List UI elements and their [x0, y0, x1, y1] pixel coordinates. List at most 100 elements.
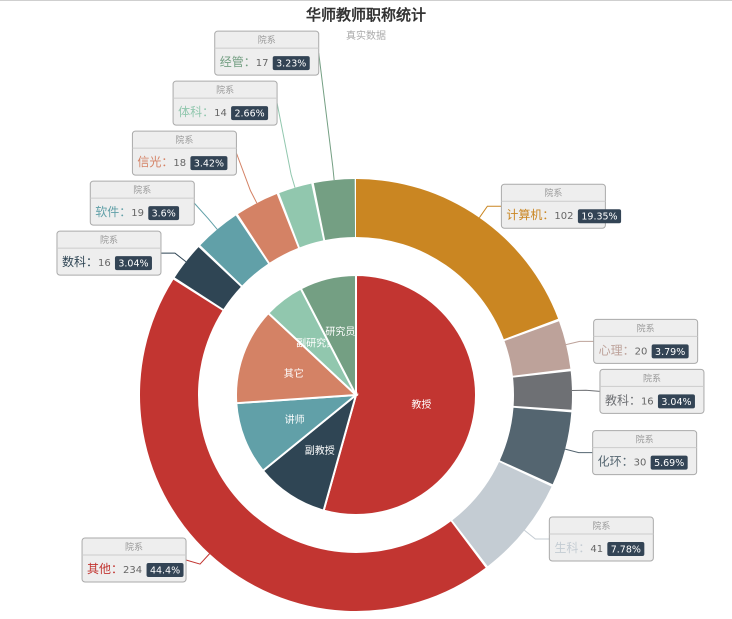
label-percent-bg	[657, 394, 695, 409]
inner-slice-label-2: 讲师	[285, 413, 305, 426]
label-percent-bg	[231, 106, 269, 121]
label-value: 16	[98, 258, 111, 269]
label-percent-bg	[148, 206, 180, 221]
label-value: 18	[173, 158, 186, 169]
inner-slice-1[interactable]	[261, 392, 358, 512]
outer-slice-9[interactable]	[279, 183, 324, 248]
label-percent-bg	[607, 542, 645, 557]
outer-slice-3[interactable]	[499, 407, 572, 485]
label-header: 院系	[636, 434, 654, 446]
label-percent: 5.69%	[654, 458, 684, 469]
label-percent: 3.6%	[152, 209, 176, 220]
label-header: 院系	[643, 372, 661, 384]
label-value: 14	[214, 108, 227, 119]
label-line-1	[565, 340, 594, 346]
outer-slice-7[interactable]	[200, 215, 269, 286]
label-header: 院系	[100, 234, 118, 246]
label-name: 软件：	[95, 205, 131, 219]
label-header: 院系	[175, 134, 193, 146]
label-value: 41	[590, 544, 603, 555]
label-percent: 19.35%	[581, 212, 617, 223]
outer-slice-4[interactable]	[452, 462, 552, 567]
outer-slice-6[interactable]	[174, 247, 241, 310]
label-percent: 3.79%	[655, 347, 685, 358]
label-name: 生科：	[554, 541, 590, 555]
chart-subtitle: 真实数据	[346, 31, 386, 42]
label-percent: 7.78%	[611, 545, 641, 556]
label-line-2	[571, 389, 600, 392]
outer-slice-0[interactable]	[356, 179, 559, 340]
label-line-8	[235, 152, 258, 204]
top-border	[0, 0, 732, 1]
label-percent: 3.23%	[276, 59, 306, 70]
label-name: 信光：	[137, 155, 173, 169]
label-value: 234	[123, 565, 142, 576]
label-percent-bg	[146, 563, 184, 577]
outer-slice-8[interactable]	[237, 194, 299, 263]
inner-slice-label-4: 副研究员	[296, 336, 336, 349]
outer-slice-2[interactable]	[513, 371, 573, 410]
inner-slice-2[interactable]	[235, 393, 360, 473]
label-name: 体科：	[178, 105, 214, 119]
chart-title: 华师教师职称统计	[305, 6, 426, 24]
label-value: 17	[256, 58, 269, 69]
label-percent: 2.66%	[234, 109, 264, 120]
label-percent-bg	[577, 209, 622, 224]
label-value: 16	[641, 396, 654, 407]
label-header: 院系	[125, 541, 143, 553]
inner-slice-label-0: 教授	[411, 398, 431, 411]
label-name: 其他：	[87, 562, 123, 576]
label-name: 教科：	[605, 392, 641, 407]
label-header: 院系	[592, 520, 610, 532]
inner-slice-5[interactable]	[299, 273, 357, 396]
outer-slice-10[interactable]	[313, 179, 356, 241]
label-line-4	[524, 529, 550, 540]
label-percent-bg	[272, 56, 310, 71]
inner-slice-label-3: 其它	[284, 367, 304, 380]
label-value: 30	[634, 458, 647, 469]
label-line-0	[478, 205, 502, 219]
outer-slice-1[interactable]	[504, 321, 571, 376]
label-line-3	[564, 448, 593, 454]
label-line-5	[185, 553, 210, 565]
label-line-6	[160, 252, 187, 263]
label-line-9	[276, 103, 296, 188]
label-percent: 44.4%	[150, 566, 180, 577]
label-percent-bg	[114, 256, 152, 271]
label-value: 19	[131, 208, 144, 219]
label-header: 院系	[216, 84, 234, 96]
label-name: 数科：	[62, 254, 98, 269]
outer-ring	[139, 179, 573, 612]
inner-slice-label-1: 副教授	[305, 444, 335, 457]
label-percent-bg	[651, 344, 689, 359]
label-header: 院系	[258, 34, 276, 46]
label-name: 经管：	[220, 54, 256, 69]
inner-slice-0[interactable]	[322, 273, 477, 516]
outer-slice-5[interactable]	[139, 279, 486, 612]
label-percent: 3.04%	[118, 259, 148, 270]
label-percent-bg	[190, 156, 228, 171]
label-name: 计算机：	[506, 207, 554, 222]
label-line-7	[193, 202, 218, 230]
label-line-10	[318, 53, 335, 181]
label-name: 心理：	[599, 343, 635, 357]
inner-slice-3[interactable]	[235, 311, 359, 405]
label-percent: 3.04%	[661, 397, 691, 408]
inner-slice-label-5: 研究员	[325, 325, 355, 338]
label-header: 院系	[637, 322, 655, 334]
label-header: 院系	[133, 184, 151, 196]
label-percent: 3.42%	[194, 159, 224, 170]
label-value: 102	[554, 211, 573, 222]
